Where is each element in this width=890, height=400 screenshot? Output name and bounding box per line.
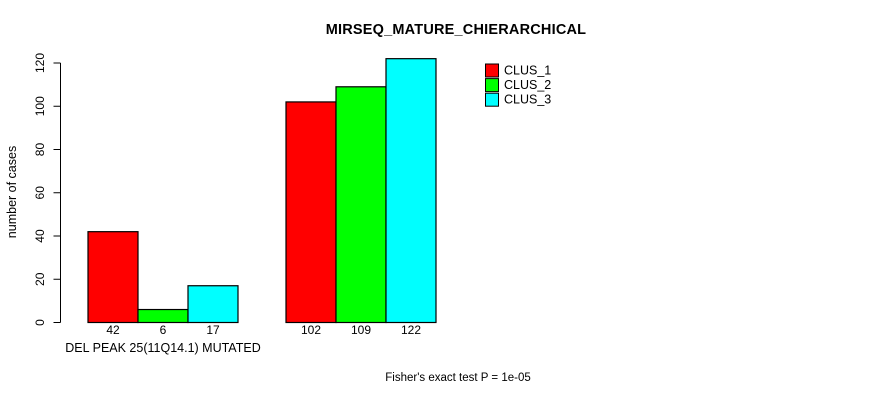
x-category-label: DEL PEAK 25(11Q14.1) MUTATED [65,341,260,355]
legend-swatch-clus_2 [485,78,499,93]
chart-title: MIRSEQ_MATURE_CHIERARCHICAL [326,22,587,38]
legend-label-clus_2: CLUS_2 [504,78,551,92]
bar-clus_1-group1 [87,231,139,324]
bar-value-label: 42 [106,323,120,337]
legend-swatch-clus_1 [485,63,499,78]
bar-clus_1-group2 [285,101,337,324]
y-tick-label: 80 [33,143,47,157]
legend-label-clus_1: CLUS_1 [504,64,551,78]
bar-clus_3-group1 [187,285,239,324]
bar-value-label: 17 [206,323,220,337]
chart-dynamic-layer: 0 20 40 60 80 100 120 42 102 6 109 17 122 DEL PEAK 25… [33,53,551,355]
bar-value-label: 109 [351,323,371,337]
bar-clus_2-group1 [137,308,189,324]
fisher-test-caption: Fisher's exact test P = 1e-05 [385,372,531,384]
y-tick-label: 20 [33,272,47,286]
bar-value-label: 122 [401,323,421,337]
y-tick-label: 120 [33,53,47,73]
y-tick-label: 40 [33,229,47,243]
legend-swatch-clus_3 [485,92,499,107]
y-tick-label: 60 [33,186,47,200]
bar-clus_3-group2 [385,58,437,324]
y-tick-label: 100 [33,96,47,116]
bar-clus_2-group2 [335,86,387,324]
y-tick-label: 0 [33,319,47,326]
y-axis-label: number of cases [5,146,19,238]
legend-label-clus_3: CLUS_3 [504,93,551,107]
bar-value-label: 6 [160,323,167,337]
bar-value-label: 102 [301,323,321,337]
